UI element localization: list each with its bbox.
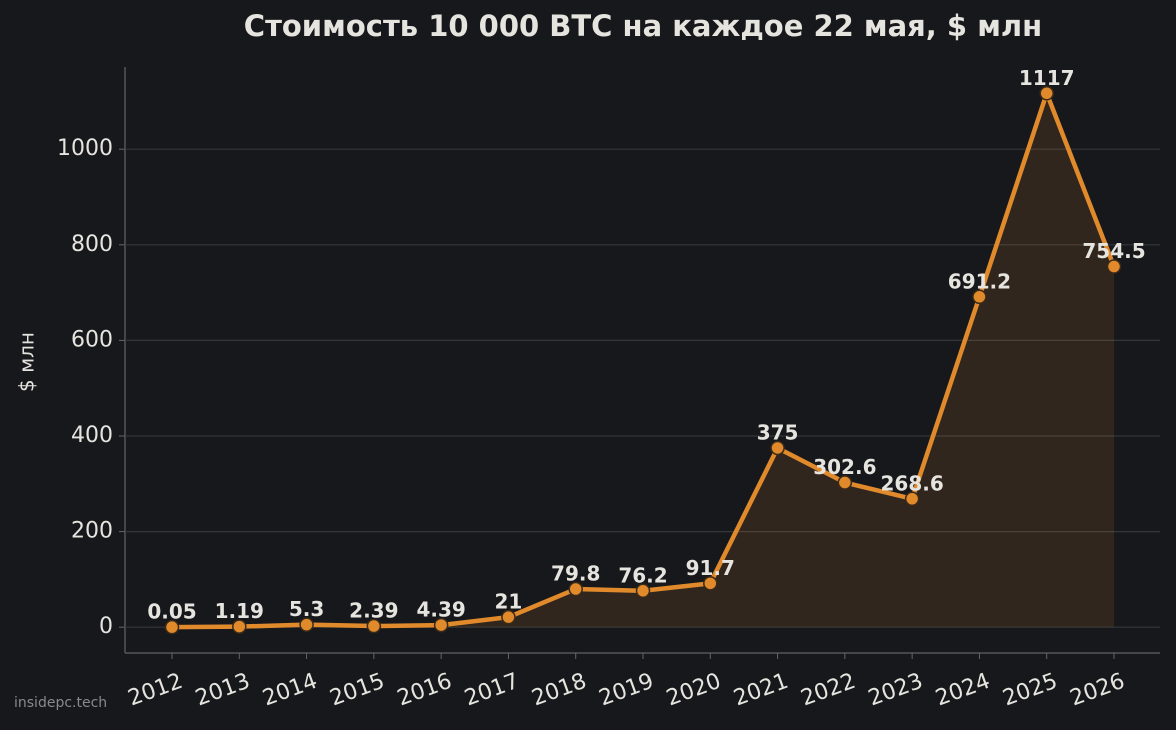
value-label: 1.19 <box>215 599 264 623</box>
value-label: 5.3 <box>289 597 324 621</box>
x-tick-label: 2016 <box>394 669 455 712</box>
y-axis-label: $ млн <box>15 332 39 392</box>
value-label: 79.8 <box>551 562 600 586</box>
x-tick-label: 2025 <box>1000 669 1061 712</box>
marker <box>837 475 853 490</box>
marker <box>972 289 987 305</box>
value-label: 0.05 <box>147 600 196 624</box>
x-tick-label: 2014 <box>260 669 321 712</box>
watermark: insidepc.tech <box>14 695 107 711</box>
y-tick-label: 600 <box>71 327 113 352</box>
x-tick-label: 2022 <box>798 669 859 712</box>
marker <box>232 619 247 634</box>
x-tick-label: 2019 <box>596 669 657 712</box>
marker <box>299 617 314 632</box>
value-label: 21 <box>495 590 523 614</box>
marker <box>366 618 382 634</box>
x-tick-label: 2026 <box>1067 669 1128 712</box>
x-tick-label: 2020 <box>663 669 724 712</box>
x-tick-label: 2015 <box>327 669 388 712</box>
marker <box>568 581 583 597</box>
value-label: 2.39 <box>349 599 398 623</box>
marker <box>703 576 718 591</box>
value-label: 4.39 <box>416 598 465 622</box>
x-tick-label: 2021 <box>731 669 792 712</box>
value-label: 91.7 <box>686 556 735 580</box>
marker <box>1106 259 1122 274</box>
marker <box>1039 86 1054 101</box>
y-tick-label: 400 <box>71 423 113 448</box>
y-tick-label: 1000 <box>57 136 113 161</box>
value-label: 754.5 <box>1082 239 1145 263</box>
x-tick-label: 2012 <box>125 669 186 712</box>
y-tick-label: 0 <box>99 614 113 639</box>
x-tick-label: 2013 <box>192 669 253 712</box>
marker <box>635 583 651 599</box>
marker <box>501 609 516 625</box>
y-tick-label: 200 <box>71 519 113 544</box>
value-label: 268.6 <box>881 471 944 495</box>
x-tick-label: 2018 <box>529 669 590 712</box>
x-tick-label: 2017 <box>461 669 522 712</box>
value-label: 76.2 <box>618 563 667 587</box>
marker <box>770 440 785 456</box>
chart-title: Стоимость 10 000 BTC на каждое 22 мая, $… <box>244 9 1042 43</box>
x-tick-label: 2024 <box>932 669 993 712</box>
value-label: 1117 <box>1019 66 1075 90</box>
value-label: 302.6 <box>813 455 876 479</box>
area-fill <box>172 93 1114 628</box>
marker <box>904 491 920 507</box>
x-tick-label: 2023 <box>865 669 926 712</box>
value-label: 375 <box>757 420 799 444</box>
y-tick-label: 800 <box>71 232 113 257</box>
value-label: 691.2 <box>948 269 1011 293</box>
marker <box>433 617 449 633</box>
marker <box>164 619 180 635</box>
